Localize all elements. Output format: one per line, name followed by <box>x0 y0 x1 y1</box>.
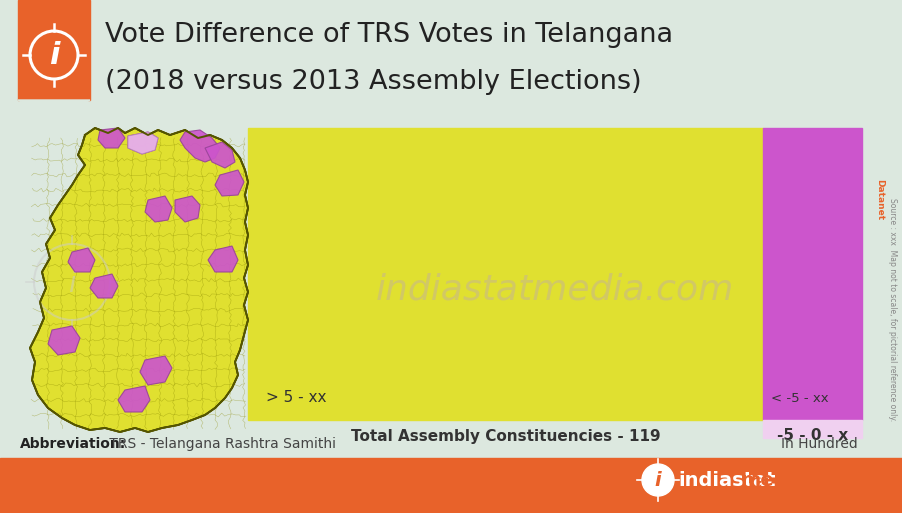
Text: Source : xxx  Map not to scale, for pictorial reference only.: Source : xxx Map not to scale, for picto… <box>888 199 897 422</box>
Polygon shape <box>128 132 158 154</box>
Text: Vote Difference of TRS Votes in Telangana: Vote Difference of TRS Votes in Telangan… <box>105 22 673 48</box>
Text: Datanet: Datanet <box>876 180 885 221</box>
Text: indiastat: indiastat <box>678 470 776 489</box>
Bar <box>763 128 862 420</box>
Text: i: i <box>69 270 76 298</box>
Bar <box>18 0 90 100</box>
Polygon shape <box>205 142 235 168</box>
Text: indiastatmedia.com: indiastatmedia.com <box>376 273 734 307</box>
Polygon shape <box>215 170 244 196</box>
Text: In Hundred: In Hundred <box>781 437 858 451</box>
Text: (2018 versus 2013 Assembly Elections): (2018 versus 2013 Assembly Elections) <box>105 69 641 95</box>
Polygon shape <box>180 130 220 162</box>
Text: < -5 - xx: < -5 - xx <box>771 391 829 404</box>
Bar <box>763 420 862 438</box>
Text: i: i <box>655 471 661 490</box>
Bar <box>248 128 763 420</box>
Polygon shape <box>140 356 172 385</box>
Text: media: media <box>740 470 807 489</box>
Polygon shape <box>30 128 248 432</box>
Text: -5 - 0 - x: -5 - 0 - x <box>777 428 848 444</box>
Polygon shape <box>175 196 200 222</box>
Text: i: i <box>49 42 60 70</box>
Polygon shape <box>128 132 158 154</box>
Text: Abbreviation:: Abbreviation: <box>20 437 126 451</box>
Polygon shape <box>18 100 90 120</box>
Polygon shape <box>68 248 95 272</box>
Polygon shape <box>98 128 125 148</box>
Text: Total Assembly Constituencies - 119: Total Assembly Constituencies - 119 <box>351 428 660 444</box>
Bar <box>0 458 902 513</box>
Circle shape <box>642 464 674 496</box>
Polygon shape <box>208 246 238 272</box>
Polygon shape <box>145 196 172 222</box>
Polygon shape <box>118 386 150 412</box>
Polygon shape <box>90 274 118 298</box>
Text: > 5 - xx: > 5 - xx <box>266 390 327 405</box>
Text: TRS - Telangana Rashtra Samithi: TRS - Telangana Rashtra Samithi <box>105 437 336 451</box>
Polygon shape <box>48 326 80 355</box>
